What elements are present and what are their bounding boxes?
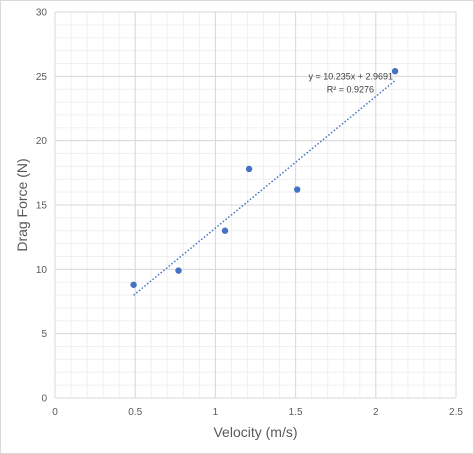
data-point [130,281,137,288]
y-tick-label: 5 [41,329,47,340]
x-tick-label: 1 [213,407,219,418]
y-tick-label: 0 [41,394,47,405]
data-point [175,267,182,274]
y-tick-label: 15 [36,201,48,212]
x-axis-tick-labels: 0 0.5 1 1.5 2 2.5 [52,407,463,418]
y-tick-label: 20 [36,136,48,147]
data-point [391,67,399,75]
y-axis-title: Drag Force (N) [14,158,30,251]
data-point [245,165,253,173]
major-gridlines [54,11,457,399]
trendline-equation: y = 10.235x + 2.9691 [308,72,393,82]
x-tick-label: 0.5 [128,407,142,418]
trendline-group [133,80,396,296]
data-points [130,67,399,288]
data-point [221,227,229,234]
x-tick-label: 2 [373,407,379,418]
trendline-r-squared: R² = 0.9276 [327,85,374,95]
x-tick-label: 0 [52,407,58,418]
trendline [133,80,396,296]
y-tick-label: 10 [36,265,48,276]
x-tick-label: 1.5 [289,407,303,418]
x-axis-title: Velocity (m/s) [213,424,297,440]
x-tick-label: 2.5 [449,407,463,418]
data-point [294,186,301,193]
y-tick-label: 25 [36,72,48,83]
y-tick-label: 30 [36,8,48,19]
y-axis-tick-labels: 0 5 10 15 20 25 30 [36,8,48,405]
